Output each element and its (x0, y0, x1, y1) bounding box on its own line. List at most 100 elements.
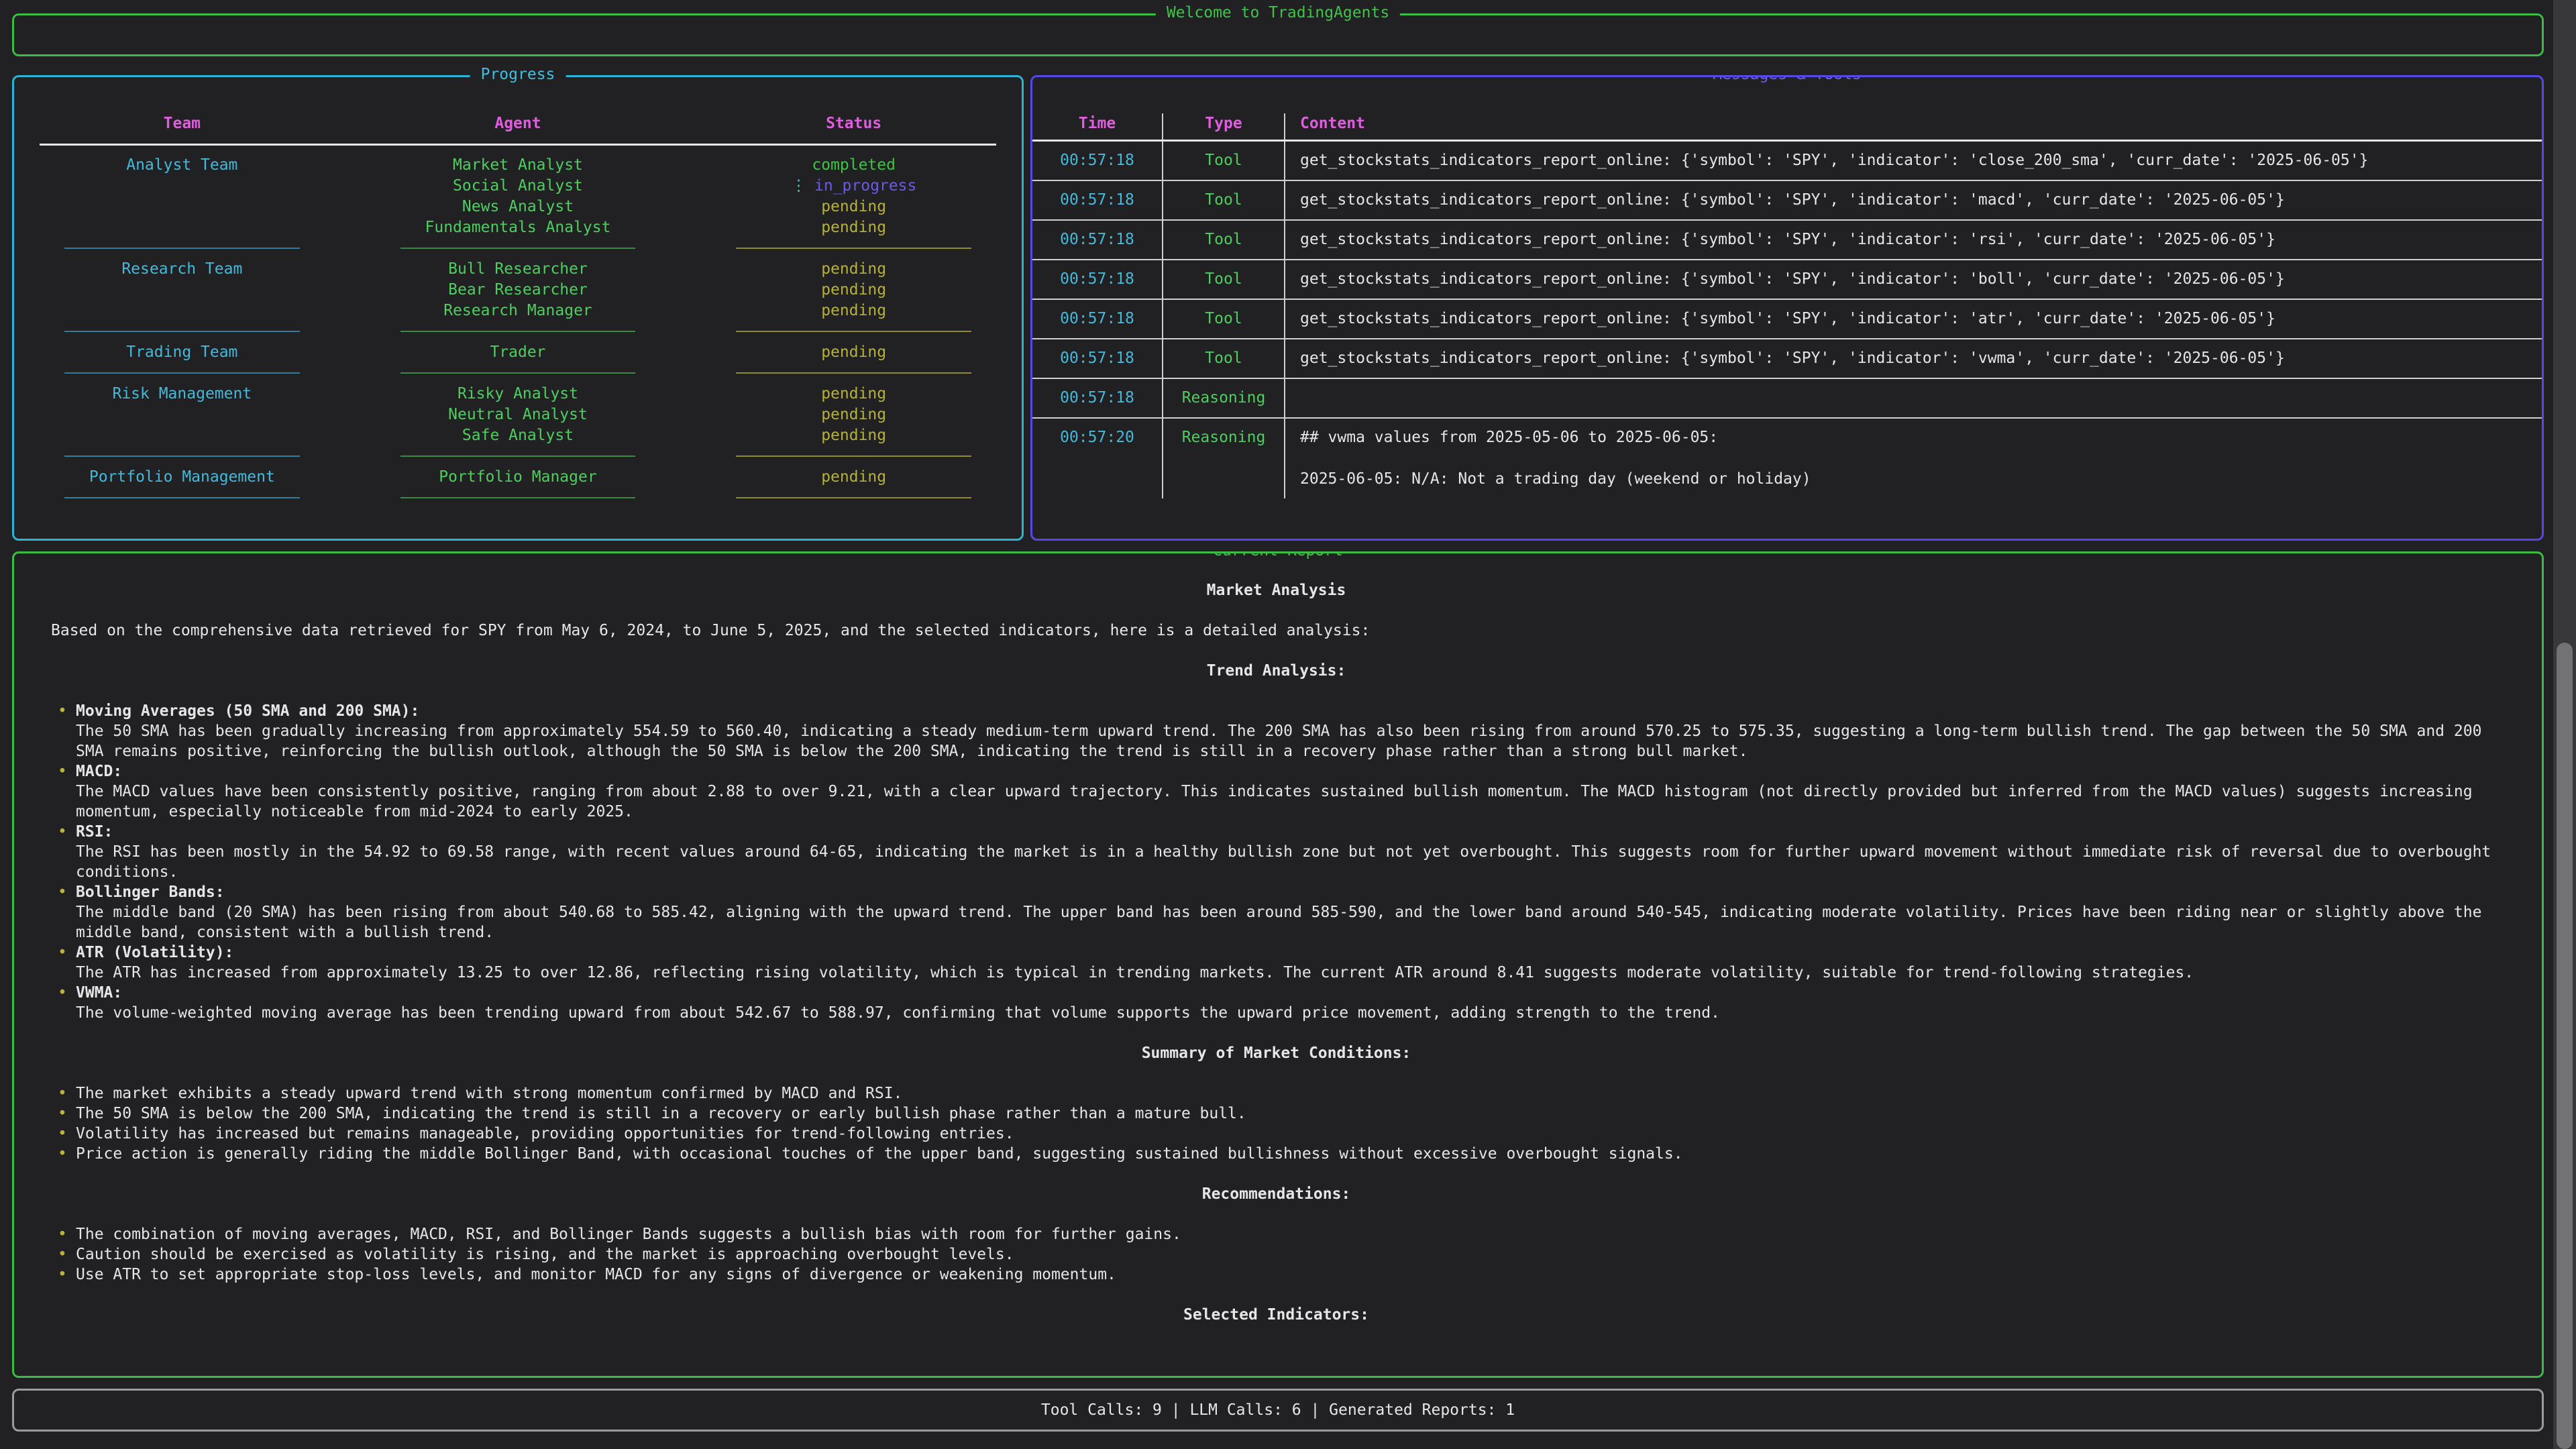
bullet-text: The market exhibits a steady upward tren… (76, 1085, 903, 1102)
content-cell: ## vwma values from 2025-05-06 to 2025-0… (1284, 419, 2542, 498)
report-intro: Based on the comprehensive data retrieve… (51, 622, 1371, 639)
message-row: 00:57:20 Reasoning ## vwma values from 202… (1032, 419, 2542, 498)
messages-column-type: Type (1162, 113, 1284, 140)
report-bullet: Moving Averages (50 SMA and 200 SMA): The… (51, 701, 2502, 761)
section-separator (14, 363, 1022, 384)
bullet-text: The combination of moving averages, MACD… (76, 1226, 1181, 1243)
status-cell: pending (686, 342, 1022, 363)
content-cell: get_stockstats_indicators_report_online:… (1284, 181, 2542, 219)
separator-line (736, 248, 971, 249)
bullet-text: The 50 SMA is below the 200 SMA, indicat… (76, 1105, 1246, 1122)
section-separator (14, 446, 1022, 467)
agent-cell: Research Manager (443, 302, 592, 319)
separator-line (64, 331, 300, 332)
status-cell: pending (686, 384, 1022, 405)
bullet-list: The market exhibits a steady upward tren… (51, 1083, 2502, 1164)
bullet-label: VWMA: (76, 984, 123, 1002)
report-bullet: Volatility has increased but remains man… (51, 1124, 2502, 1144)
messages-header-row: Time Type Content (1032, 113, 2542, 142)
separator-line (400, 497, 636, 498)
content-cell: get_stockstats_indicators_report_online:… (1284, 260, 2542, 299)
content-line: get_stockstats_indicators_report_online:… (1300, 231, 2275, 248)
bullet-text: Use ATR to set appropriate stop-loss lev… (76, 1266, 1116, 1283)
progress-row: Risk Management Risky Analyst pending (14, 384, 1022, 405)
progress-row: Research Manager pending (14, 301, 1022, 321)
team-cell: Analyst Team (126, 156, 238, 174)
message-row: 00:57:18 Tool get_stockstats_indicators_re… (1032, 260, 2542, 300)
progress-column-header: Team (163, 115, 201, 132)
current-report-panel: Current Report Market Analysis Based on t… (12, 551, 2544, 1378)
bullet-list: Moving Averages (50 SMA and 200 SMA): The… (51, 701, 2502, 1023)
section-heading: Summary of Market Conditions: (1141, 1044, 1411, 1062)
welcome-panel: Welcome to TradingAgents (12, 4, 2544, 56)
progress-column-header: Status (826, 115, 882, 132)
status-text: completed (812, 156, 896, 174)
agent-cell: Trader (490, 343, 546, 361)
bullet-text: The middle band (20 SMA) has been rising… (76, 904, 2482, 941)
message-row: 00:57:18 Reasoning (1032, 379, 2542, 419)
status-cell: pending (686, 467, 1022, 488)
progress-row: Trading Team Trader pending (14, 342, 1022, 363)
report-bullet: ATR (Volatility): The ATR has increased f… (51, 943, 2502, 983)
separator-line (64, 248, 300, 249)
type-cell: Tool (1162, 339, 1284, 378)
time-cell: 00:57:20 (1060, 429, 1134, 446)
time-cell: 00:57:18 (1060, 231, 1134, 248)
bullet-text: The RSI has been mostly in the 54.92 to … (76, 843, 2491, 881)
bullet-list: The combination of moving averages, MACD… (51, 1224, 2502, 1285)
type-cell: Tool (1162, 181, 1284, 219)
content-line: get_stockstats_indicators_report_online:… (1300, 310, 2275, 327)
message-row: 00:57:18 Tool get_stockstats_indicators_re… (1032, 181, 2542, 221)
team-cell (14, 301, 350, 321)
messages-column-time: Time (1078, 115, 1116, 132)
agent-cell: Fundamentals Analyst (425, 219, 611, 236)
separator-line (736, 497, 971, 498)
status-cell: ⋮ in_progress (686, 176, 1022, 197)
bullet-text: The volume-weighted moving average has b… (76, 1004, 1720, 1022)
report-bullet: Price action is generally riding the mid… (51, 1144, 2502, 1164)
progress-row: Analyst Team Market Analyst completed (14, 155, 1022, 176)
status-cell: completed (686, 155, 1022, 176)
report-bullet: The 50 SMA is below the 200 SMA, indicat… (51, 1104, 2502, 1124)
spinner-icon: ⋮ (790, 177, 806, 195)
progress-panel-title: Progress (470, 66, 566, 83)
status-cell: pending (686, 259, 1022, 280)
section-separator (14, 488, 1022, 508)
agent-cell: News Analyst (462, 198, 574, 215)
scrollbar-thumb[interactable] (2557, 643, 2573, 1449)
progress-row: Research Team Bull Researcher pending (14, 259, 1022, 280)
status-text: pending (821, 219, 887, 236)
team-cell: Trading Team (126, 343, 238, 361)
status-text: pending (821, 302, 887, 319)
time-cell: 00:57:18 (1060, 270, 1134, 288)
agent-cell: Social Analyst (453, 177, 583, 195)
team-cell (14, 280, 350, 301)
status-text: pending (821, 343, 887, 361)
report-bullet: Caution should be exercised as volatilit… (51, 1244, 2502, 1265)
separator-line (400, 372, 636, 374)
messages-table: Time Type Content 00:57:18 Tool get_stockstat… (1032, 77, 2542, 498)
report-heading: Market Analysis (1206, 582, 1346, 599)
report-bullet: Bollinger Bands: The middle band (20 SMA)… (51, 882, 2502, 943)
messages-panel: Messages & Tools TimeTypeContent00:57:18… (1030, 75, 2544, 541)
team-cell: Research Team (121, 260, 243, 278)
section-heading: Recommendations: (1201, 1185, 1351, 1203)
content-cell: get_stockstats_indicators_report_online:… (1284, 142, 2542, 180)
status-cell: pending (686, 280, 1022, 301)
stats-footer: Tool Calls: 9 | LLM Calls: 6 | Generated… (12, 1389, 2544, 1432)
status-text: in_progress (814, 177, 917, 195)
status-cell: pending (686, 217, 1022, 238)
progress-table: Team Agent Status Analyst Team Market Analys… (14, 77, 1022, 508)
separator-line (400, 455, 636, 457)
progress-panel: Progress Team Agent Status Analyst Team Mark… (12, 66, 1024, 541)
progress-header-row: Team Agent Status (14, 113, 1022, 134)
agent-cell: Bull Researcher (448, 260, 588, 278)
team-cell (14, 217, 350, 238)
agent-cell: Risky Analyst (457, 385, 578, 402)
scrollbar-track[interactable] (2553, 0, 2576, 1449)
time-cell: 00:57:18 (1060, 152, 1134, 169)
type-cell: Reasoning (1162, 379, 1284, 417)
content-cell: get_stockstats_indicators_report_online:… (1284, 300, 2542, 338)
status-cell: pending (686, 301, 1022, 321)
